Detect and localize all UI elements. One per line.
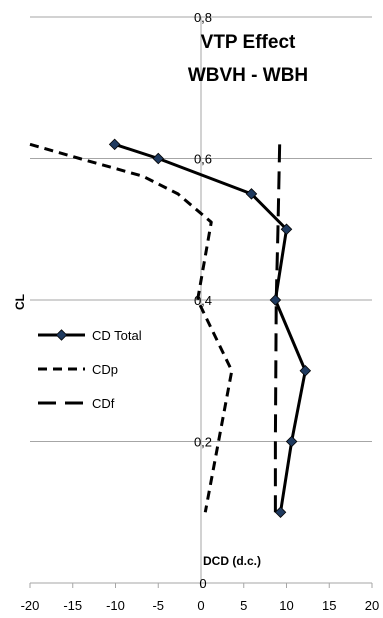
data-markers xyxy=(108,138,312,519)
data-point-marker xyxy=(299,364,312,377)
chart-title-line-2: WBVH - WBH xyxy=(188,65,308,86)
legend-marker xyxy=(55,329,68,341)
data-point-marker xyxy=(269,294,282,306)
x-tick-label: 10 xyxy=(279,598,293,613)
data-point-marker xyxy=(152,152,165,165)
legend-label-cdp: CDp xyxy=(92,362,118,377)
x-tick-label: 0 xyxy=(197,598,204,613)
legend-label-cd-total: CD Total xyxy=(92,328,142,343)
series-line-cdf xyxy=(273,144,282,513)
x-tick-label: -15 xyxy=(63,598,82,613)
chart-title-line-1: VTP Effect xyxy=(201,32,296,53)
y-tick-label: 0,6 xyxy=(194,152,212,167)
x-tick-label: 5 xyxy=(240,598,247,613)
y-tick-label: 0,4 xyxy=(194,293,212,308)
data-point-marker xyxy=(245,188,258,200)
x-tick-label: -10 xyxy=(106,598,125,613)
data-point-marker xyxy=(274,506,287,519)
data-point-marker xyxy=(285,435,298,448)
legend-label-cdf: CDf xyxy=(92,396,115,411)
y-tick-label: 0,8 xyxy=(194,10,212,25)
x-tick-label: -20 xyxy=(21,598,40,613)
x-tick-label: -5 xyxy=(152,598,164,613)
tick-labels: -20 -15 -10 -5 0 5 10 15 20 0 0,2 0,4 0,6 0,8 xyxy=(21,10,380,613)
axes xyxy=(29,16,373,588)
legend: CD Total CDp CDf xyxy=(38,328,142,411)
x-axis-label: DCD (d.c.) xyxy=(203,554,261,568)
series-lines xyxy=(29,142,307,513)
series-line-cd-total xyxy=(114,142,307,513)
x-tick-label: 15 xyxy=(322,598,336,613)
y-tick-label: 0 xyxy=(199,576,206,591)
data-point-marker xyxy=(108,138,121,151)
y-axis-label: CL xyxy=(13,294,27,310)
data-point-marker xyxy=(280,223,293,236)
y-tick-label: 0,2 xyxy=(194,435,212,450)
x-tick-label: 20 xyxy=(365,598,379,613)
series-line-cdp xyxy=(29,142,234,513)
